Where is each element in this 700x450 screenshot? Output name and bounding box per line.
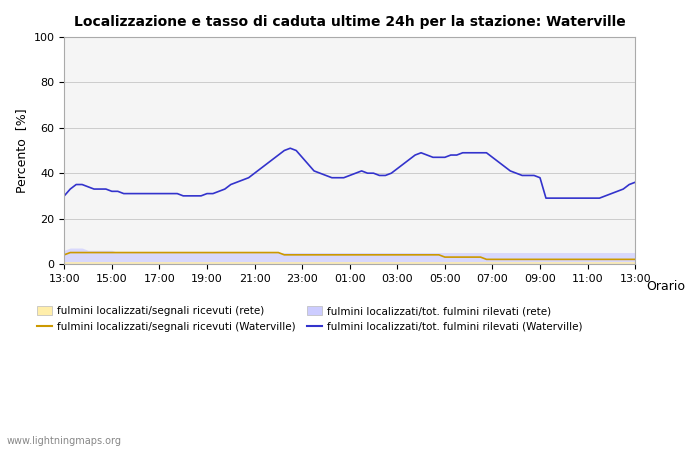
Text: www.lightningmaps.org: www.lightningmaps.org [7,436,122,446]
Y-axis label: Percento  [%]: Percento [%] [15,108,28,193]
Legend: fulmini localizzati/segnali ricevuti (rete), fulmini localizzati/segnali ricevut: fulmini localizzati/segnali ricevuti (re… [32,302,587,336]
Title: Localizzazione e tasso di caduta ultime 24h per la stazione: Waterville: Localizzazione e tasso di caduta ultime … [74,15,626,29]
Text: Orario: Orario [647,280,685,293]
